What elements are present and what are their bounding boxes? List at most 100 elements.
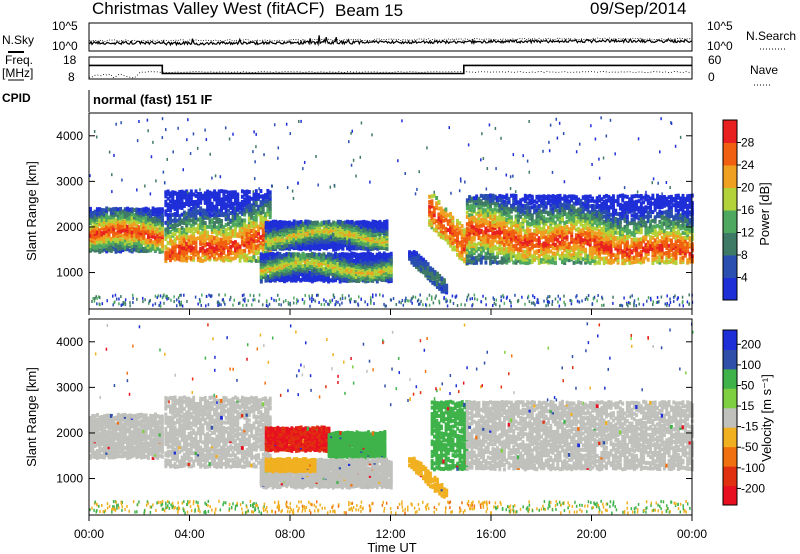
power-cell bbox=[491, 201, 495, 206]
power-cell bbox=[479, 258, 483, 263]
power-cell bbox=[292, 268, 296, 273]
power-cell bbox=[185, 246, 189, 251]
power-cell bbox=[250, 220, 254, 225]
power-cell bbox=[288, 220, 291, 225]
power-cell bbox=[89, 226, 92, 231]
power-cell bbox=[89, 230, 92, 235]
power-cell bbox=[137, 213, 141, 218]
power-cell bbox=[297, 225, 301, 230]
power-cell bbox=[187, 227, 191, 232]
power-cell bbox=[303, 266, 307, 271]
power-cell bbox=[343, 236, 347, 241]
power-cell bbox=[259, 252, 263, 257]
power-cell bbox=[215, 230, 219, 235]
power-cell bbox=[378, 232, 382, 237]
power-cell bbox=[215, 246, 219, 251]
power-cell bbox=[468, 221, 472, 226]
power-cell bbox=[496, 224, 499, 229]
power-cell bbox=[169, 223, 172, 228]
power-cell bbox=[458, 228, 462, 233]
power-cell bbox=[146, 213, 150, 218]
power-cell bbox=[95, 207, 99, 212]
power-cell bbox=[380, 236, 384, 241]
power-cell bbox=[292, 224, 296, 229]
power-cell bbox=[468, 242, 472, 247]
power-cell bbox=[281, 230, 285, 235]
power-cell bbox=[290, 245, 294, 250]
power-cell bbox=[438, 273, 442, 278]
power-cell bbox=[254, 211, 258, 216]
power-cell bbox=[121, 223, 125, 228]
power-cell bbox=[222, 243, 226, 248]
power-cell bbox=[215, 191, 219, 196]
power-cell bbox=[271, 259, 275, 264]
power-cell bbox=[93, 245, 97, 250]
power-cell bbox=[149, 223, 153, 228]
power-cell bbox=[240, 207, 244, 212]
power-cell bbox=[453, 229, 457, 234]
power-cell bbox=[185, 201, 189, 206]
power-cell bbox=[187, 248, 191, 253]
power-cell bbox=[373, 229, 377, 234]
power-cell bbox=[169, 203, 172, 208]
power-cell bbox=[484, 219, 488, 224]
power-cell bbox=[187, 212, 191, 217]
power-cell bbox=[477, 219, 481, 224]
power-cell bbox=[254, 200, 258, 205]
power-cell bbox=[180, 230, 184, 235]
power-cell bbox=[458, 221, 462, 226]
power-cell bbox=[173, 211, 177, 216]
power-cell bbox=[449, 226, 452, 231]
power-cell bbox=[173, 251, 177, 256]
power-cell bbox=[121, 212, 125, 217]
power-cell bbox=[222, 198, 226, 203]
power-cell bbox=[133, 213, 136, 218]
power-cell bbox=[502, 208, 506, 213]
power-cell bbox=[217, 244, 221, 249]
power-cell bbox=[254, 258, 258, 263]
power-cell bbox=[268, 199, 272, 204]
power-cell bbox=[472, 208, 476, 213]
power-cell bbox=[339, 226, 343, 231]
power-cell bbox=[201, 193, 205, 198]
power-cell bbox=[369, 231, 373, 236]
power-cell bbox=[169, 248, 172, 253]
power-cell bbox=[116, 237, 120, 242]
power-cell bbox=[192, 206, 196, 211]
power-cell bbox=[292, 252, 296, 257]
power-cell bbox=[278, 235, 282, 240]
power-cell bbox=[479, 209, 483, 214]
power-cell bbox=[178, 205, 182, 210]
power-cell bbox=[93, 221, 97, 226]
power-cell bbox=[444, 207, 448, 212]
power-cell bbox=[435, 224, 439, 229]
power-cell bbox=[259, 210, 263, 215]
power-cell bbox=[199, 231, 203, 236]
power-cell bbox=[371, 274, 375, 279]
power-cell bbox=[146, 217, 150, 222]
power-cell bbox=[180, 212, 184, 217]
power-cell bbox=[498, 246, 502, 251]
power-cell bbox=[493, 230, 497, 235]
power-cell bbox=[297, 234, 301, 239]
power-cell bbox=[220, 228, 223, 233]
power-cell bbox=[133, 247, 136, 252]
power-cell bbox=[180, 242, 184, 247]
power-cell bbox=[341, 228, 345, 233]
power-cell bbox=[206, 224, 210, 229]
power-cell bbox=[123, 238, 127, 243]
power-cell bbox=[222, 224, 226, 229]
power-cell bbox=[189, 211, 193, 216]
power-cell bbox=[482, 230, 486, 235]
power-cell bbox=[385, 274, 389, 279]
power-cell bbox=[259, 200, 263, 205]
power-cell bbox=[89, 244, 92, 249]
power-cell bbox=[224, 216, 228, 221]
power-cell bbox=[357, 220, 361, 225]
power-cell bbox=[491, 219, 495, 224]
power-cell bbox=[320, 232, 324, 237]
power-cell bbox=[462, 230, 466, 235]
power-cell bbox=[505, 200, 509, 205]
power-cell bbox=[350, 278, 354, 283]
power-cell bbox=[320, 267, 324, 272]
